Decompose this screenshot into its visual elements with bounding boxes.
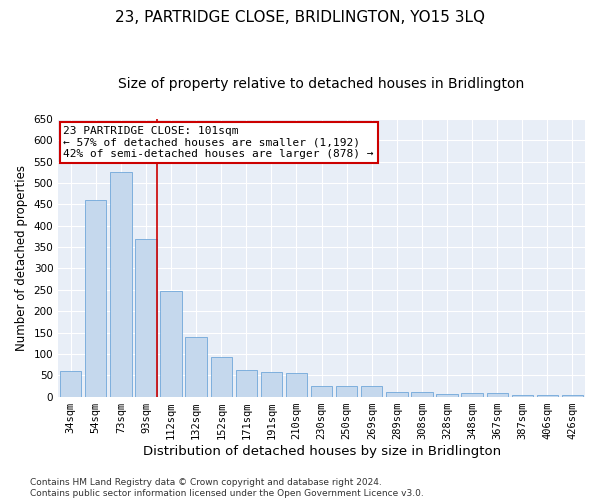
- Bar: [512, 395, 533, 396]
- Bar: [487, 393, 508, 396]
- Bar: [60, 371, 82, 396]
- Bar: [436, 394, 458, 396]
- Bar: [336, 386, 358, 396]
- Y-axis label: Number of detached properties: Number of detached properties: [15, 165, 28, 351]
- Bar: [160, 290, 182, 397]
- Bar: [211, 357, 232, 397]
- Bar: [311, 386, 332, 396]
- Bar: [361, 386, 382, 396]
- X-axis label: Distribution of detached houses by size in Bridlington: Distribution of detached houses by size …: [143, 444, 500, 458]
- Bar: [286, 373, 307, 396]
- Text: Contains HM Land Registry data © Crown copyright and database right 2024.
Contai: Contains HM Land Registry data © Crown c…: [30, 478, 424, 498]
- Bar: [185, 337, 207, 396]
- Bar: [411, 392, 433, 396]
- Bar: [85, 200, 106, 396]
- Bar: [386, 392, 407, 396]
- Title: Size of property relative to detached houses in Bridlington: Size of property relative to detached ho…: [118, 78, 525, 92]
- Text: 23 PARTRIDGE CLOSE: 101sqm
← 57% of detached houses are smaller (1,192)
42% of s: 23 PARTRIDGE CLOSE: 101sqm ← 57% of deta…: [64, 126, 374, 159]
- Text: 23, PARTRIDGE CLOSE, BRIDLINGTON, YO15 3LQ: 23, PARTRIDGE CLOSE, BRIDLINGTON, YO15 3…: [115, 10, 485, 25]
- Bar: [537, 395, 558, 396]
- Bar: [136, 238, 157, 396]
- Bar: [110, 172, 131, 396]
- Bar: [261, 372, 282, 396]
- Bar: [461, 393, 483, 396]
- Bar: [236, 370, 257, 396]
